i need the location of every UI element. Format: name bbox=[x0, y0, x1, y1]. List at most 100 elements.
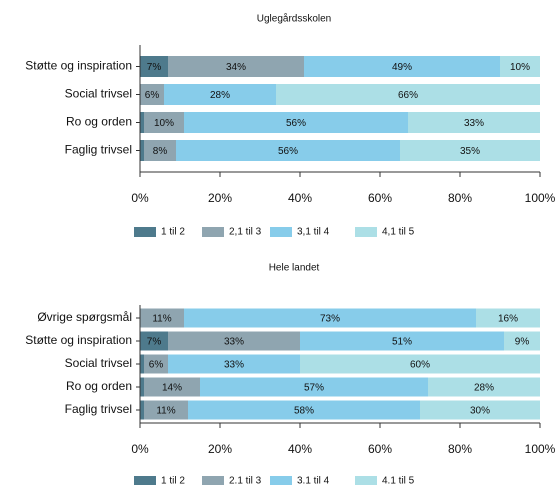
data-label: 73% bbox=[320, 314, 340, 325]
data-label: 16% bbox=[498, 314, 518, 325]
legend-swatch bbox=[202, 227, 224, 237]
data-label: 7% bbox=[147, 337, 162, 348]
data-label: 30% bbox=[470, 406, 490, 417]
x-tick-label: 60% bbox=[368, 442, 392, 456]
data-label: 6% bbox=[149, 360, 164, 371]
data-label: 66% bbox=[398, 90, 418, 101]
x-tick-label: 20% bbox=[208, 191, 232, 205]
data-label: 33% bbox=[224, 360, 244, 371]
bar-segment bbox=[420, 400, 540, 420]
bar-segment bbox=[144, 377, 200, 397]
legend-swatch bbox=[202, 476, 224, 485]
bar-segment bbox=[168, 354, 300, 374]
x-tick-label: 0% bbox=[131, 191, 149, 205]
chart-subtitle: Hele landet bbox=[269, 263, 320, 274]
y-tick-label: Øvrige spørgsmål bbox=[37, 310, 132, 324]
data-label: 34% bbox=[226, 62, 246, 73]
data-label: 14% bbox=[162, 383, 182, 394]
bar-segment bbox=[428, 377, 540, 397]
legend-label: 1 til 2 bbox=[161, 227, 185, 238]
legend-label: 2.1 til 3 bbox=[229, 476, 262, 485]
legend-swatch bbox=[134, 227, 156, 237]
legend-swatch bbox=[355, 476, 377, 485]
y-tick-label: Social trivsel bbox=[65, 87, 132, 101]
bar-segment bbox=[500, 56, 540, 77]
bar-segment bbox=[188, 400, 420, 420]
bar-segment bbox=[168, 56, 304, 77]
bar-segment bbox=[140, 308, 184, 328]
data-label: 33% bbox=[224, 337, 244, 348]
bar-segment bbox=[144, 354, 168, 374]
legend-label: 2,1 til 3 bbox=[229, 227, 262, 238]
bar-segment bbox=[276, 84, 540, 105]
bar-segment bbox=[140, 354, 144, 374]
x-tick-label: 80% bbox=[448, 191, 472, 205]
x-tick-label: 0% bbox=[131, 442, 149, 456]
bar-segment bbox=[300, 354, 540, 374]
legend-swatch bbox=[270, 227, 292, 237]
data-label: 6% bbox=[145, 90, 160, 101]
chart-subtitle: Uglegårdsskolen bbox=[257, 13, 332, 25]
bar-segment bbox=[184, 308, 476, 328]
bar-segment bbox=[144, 140, 176, 161]
bar-segment bbox=[184, 112, 408, 133]
data-label: 7% bbox=[147, 62, 162, 73]
bar-segment bbox=[164, 84, 276, 105]
y-tick-label: Social trivsel bbox=[65, 356, 132, 370]
bar-segment bbox=[140, 140, 144, 161]
bar-segment bbox=[176, 140, 400, 161]
data-label: 51% bbox=[392, 337, 412, 348]
bar-segment bbox=[300, 331, 504, 351]
data-label: 33% bbox=[464, 118, 484, 129]
legend-label: 3,1 til 4 bbox=[297, 227, 330, 238]
y-tick-label: Støtte og inspiration bbox=[25, 333, 132, 347]
data-label: 8% bbox=[153, 146, 168, 157]
legend-swatch bbox=[270, 476, 292, 485]
data-label: 11% bbox=[152, 314, 171, 325]
data-label: 11% bbox=[156, 406, 175, 417]
data-label: 49% bbox=[392, 62, 412, 73]
x-tick-label: 20% bbox=[208, 442, 232, 456]
legend-swatch bbox=[134, 476, 156, 485]
data-label: 56% bbox=[286, 118, 306, 129]
bar-segment bbox=[140, 56, 168, 77]
data-label: 28% bbox=[210, 90, 230, 101]
y-tick-label: Ro og orden bbox=[66, 379, 132, 393]
bar-segment bbox=[140, 84, 164, 105]
legend-swatch bbox=[355, 227, 377, 237]
data-label: 57% bbox=[304, 383, 324, 394]
x-tick-label: 100% bbox=[525, 442, 556, 456]
y-tick-label: Faglig trivsel bbox=[65, 143, 132, 157]
bar-segment bbox=[476, 308, 540, 328]
data-label: 10% bbox=[510, 62, 530, 73]
bar-segment bbox=[200, 377, 428, 397]
x-tick-label: 80% bbox=[448, 442, 472, 456]
x-tick-label: 100% bbox=[525, 191, 556, 205]
x-tick-label: 40% bbox=[288, 191, 312, 205]
data-label: 10% bbox=[154, 118, 174, 129]
y-tick-label: Støtte og inspiration bbox=[25, 59, 132, 73]
bar-segment bbox=[168, 331, 300, 351]
legend-label: 1 til 2 bbox=[161, 476, 185, 485]
data-label: 28% bbox=[474, 383, 494, 394]
data-label: 9% bbox=[515, 337, 530, 348]
y-tick-label: Faglig trivsel bbox=[65, 402, 132, 416]
data-label: 58% bbox=[294, 406, 314, 417]
legend-label: 4,1 til 5 bbox=[382, 227, 415, 238]
x-tick-label: 40% bbox=[288, 442, 312, 456]
bar-segment bbox=[504, 331, 540, 351]
x-tick-label: 60% bbox=[368, 191, 392, 205]
bar-segment bbox=[140, 400, 144, 420]
bar-segment bbox=[140, 377, 144, 397]
bar-segment bbox=[408, 112, 540, 133]
legend-label: 4.1 til 5 bbox=[382, 476, 415, 485]
legend-label: 3.1 til 4 bbox=[297, 476, 330, 485]
bar-segment bbox=[400, 140, 540, 161]
data-label: 56% bbox=[278, 146, 298, 157]
bar-segment bbox=[140, 331, 168, 351]
bar-segment bbox=[144, 400, 188, 420]
bar-segment bbox=[304, 56, 500, 77]
bar-segment bbox=[144, 112, 184, 133]
data-label: 60% bbox=[410, 360, 430, 371]
